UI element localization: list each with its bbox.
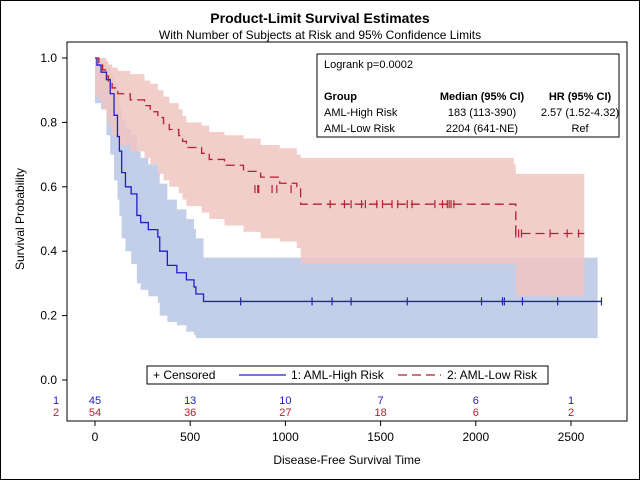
at-risk-count: 7 <box>378 395 384 407</box>
legend-entry-low-risk: 2: AML-Low Risk <box>447 368 538 382</box>
inset-row-2-median: 2204 (641-NE) <box>446 123 518 135</box>
x-tick-label: 2000 <box>462 430 489 444</box>
chart-title: Product-Limit Survival Estimates <box>210 10 430 26</box>
x-tick-label: 0 <box>92 430 99 444</box>
y-axis-label: Survival Probability <box>13 168 27 270</box>
at-risk-count: 1 <box>568 395 574 407</box>
y-tick-label: 0.4 <box>40 244 57 258</box>
x-tick-label: 1000 <box>272 430 299 444</box>
inset-row-1-group: AML-High Risk <box>324 107 398 119</box>
x-tick-label: 1500 <box>367 430 394 444</box>
at-risk-count: 6 <box>473 407 479 419</box>
chart-subtitle: With Number of Subjects at Risk and 95% … <box>158 28 482 42</box>
at-risk-count: 54 <box>89 407 101 419</box>
confidence-bands <box>95 58 598 339</box>
y-tick-label: 1.0 <box>40 51 57 65</box>
at-risk-count: 27 <box>279 407 291 419</box>
at-risk-count: 10 <box>279 395 291 407</box>
inset-row-1-median: 183 (113-390) <box>448 107 516 119</box>
inset-header-median: Median (95% CI) <box>440 91 525 103</box>
confidence-band-high-risk <box>95 58 598 339</box>
inset-header-group: Group <box>324 91 357 103</box>
legend-censored: + Censored <box>153 368 215 382</box>
x-tick-label: 500 <box>180 430 200 444</box>
at-risk-count: 18 <box>374 407 386 419</box>
legend-border <box>146 365 549 385</box>
y-tick-label: 0.8 <box>40 115 57 129</box>
plot-area-frame <box>66 41 628 422</box>
confidence-band-low-risk <box>95 58 585 297</box>
inset-table: Logrank p=0.0002 Group Median (95% CI) H… <box>316 53 620 138</box>
survival-curve-high-risk <box>95 57 602 303</box>
at-risk-table: 1 45 13 10 7 6 12 54 36 27 18 6 2 <box>53 395 574 419</box>
at-risk-count: 6 <box>473 395 479 407</box>
at-risk-count: 13 <box>184 395 196 407</box>
y-tick-label: 0.2 <box>40 309 57 323</box>
at-risk-row-label: 2 <box>53 407 59 419</box>
legend: + Censored 1: AML-High Risk 2: AML-Low R… <box>146 365 549 385</box>
inset-row-1-hr: 2.57 (1.52-4.32) <box>541 107 619 119</box>
y-tick-label: 0.6 <box>40 180 57 194</box>
x-tick-label: 2500 <box>558 430 585 444</box>
y-axis: 0.0 0.2 0.4 0.6 0.8 1.0 <box>40 51 67 387</box>
logrank-text: Logrank p=0.0002 <box>324 59 413 71</box>
x-axis: 0 500 1000 1500 2000 2500 <box>92 421 585 444</box>
inset-row-2-hr: Ref <box>571 123 589 135</box>
survival-curves <box>95 57 602 303</box>
legend-entry-high-risk: 1: AML-High Risk <box>291 368 385 382</box>
at-risk-count: 2 <box>568 407 574 419</box>
inset-header-hr: HR (95% CI) <box>549 91 612 103</box>
inset-row-2-group: AML-Low Risk <box>324 123 395 135</box>
inset-table-border <box>316 53 620 138</box>
survival-curve-low-risk <box>95 57 585 235</box>
censor-marks <box>240 185 603 306</box>
y-tick-label: 0.0 <box>40 373 57 387</box>
x-axis-label: Disease-Free Survival Time <box>273 453 421 467</box>
at-risk-row-label: 1 <box>53 395 59 407</box>
at-risk-count: 45 <box>89 395 101 407</box>
at-risk-count: 36 <box>184 407 196 419</box>
